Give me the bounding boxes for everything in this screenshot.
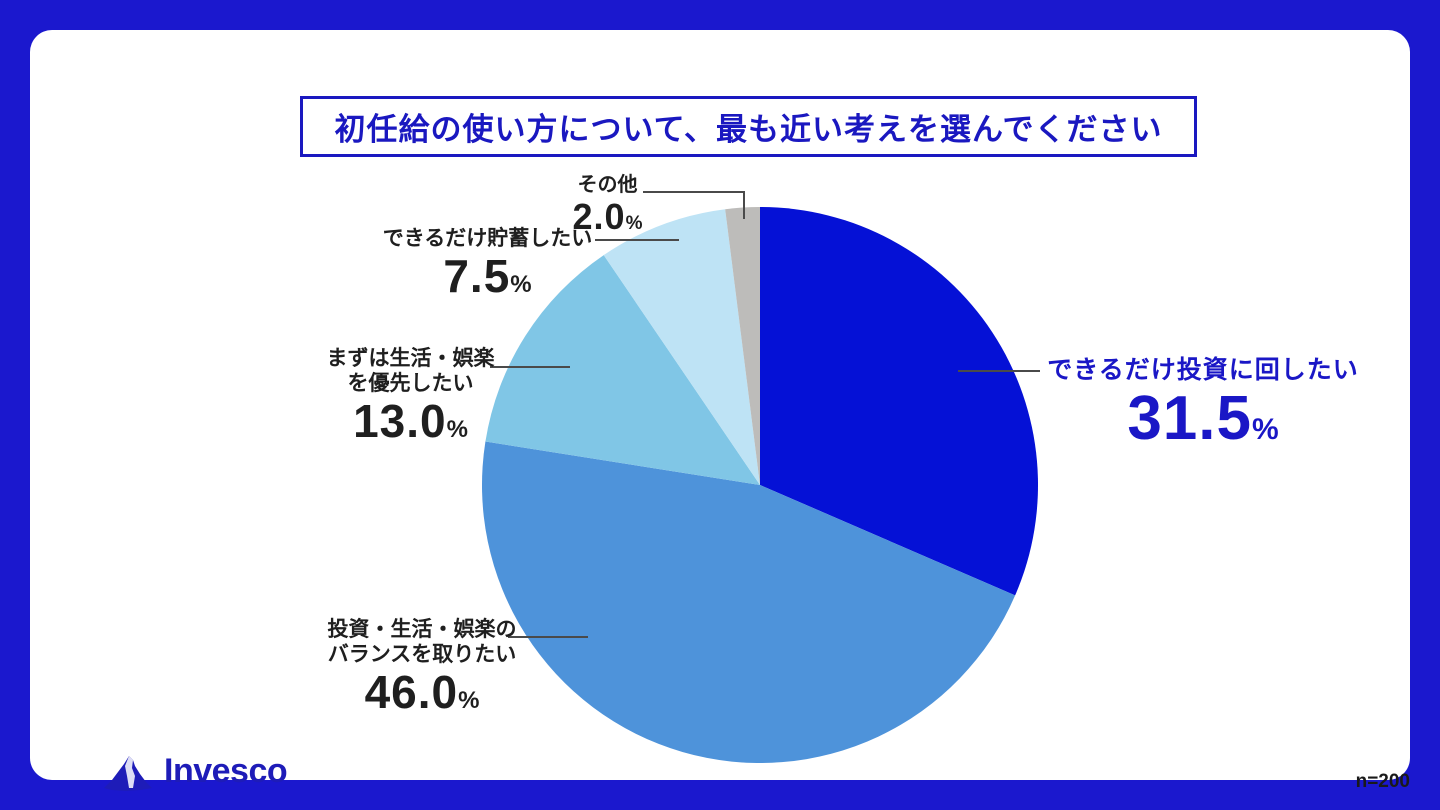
callout-balance-value: 46.0% (313, 665, 531, 718)
callout-balance-label: 投資・生活・娯楽の バランスを取りたい (327, 618, 517, 666)
callout-invest: できるだけ投資に回したい 31.5% (1044, 356, 1362, 451)
leader-line-save (595, 239, 679, 241)
callout-invest-unit: % (1251, 412, 1279, 446)
chart-title: 初任給の使い方について、最も近い考えを選んでください (334, 112, 1163, 147)
callout-save-label: できるだけ貯蓄したい (382, 227, 593, 250)
leader-line-life (490, 366, 570, 368)
callout-save-value: 7.5% (375, 252, 600, 300)
callout-life-label: まずは生活・娯楽 を優先したい (326, 347, 495, 395)
callout-life: まずは生活・娯楽 を優先したい 13.0% (308, 347, 513, 445)
pie-slice-3 (603, 209, 760, 485)
callout-balance-unit: % (458, 686, 480, 714)
pie-slice-0 (760, 207, 1039, 596)
callout-other-value: 2.0% (535, 195, 680, 237)
callout-life-number: 13.0 (353, 394, 447, 447)
leader-line-other-vertical (743, 191, 745, 219)
callout-life-unit: % (446, 415, 468, 443)
pie-slice-2 (485, 255, 760, 485)
callout-other-label: その他 (577, 174, 638, 196)
callout-balance: 投資・生活・娯楽の バランスを取りたい 46.0% (313, 618, 531, 716)
callout-life-value: 13.0% (308, 394, 513, 447)
pie-slice-4 (725, 207, 760, 485)
callout-other-unit: % (625, 212, 643, 234)
invesco-wordmark: Invesco (164, 751, 288, 790)
leader-line-other-horizontal (643, 191, 745, 193)
callout-invest-label: できるだけ投資に回したい (1047, 356, 1359, 384)
pie-chart (470, 195, 1050, 775)
callout-other: その他 2.0% (535, 174, 680, 235)
callout-invest-number: 31.5 (1127, 383, 1252, 453)
callout-balance-number: 46.0 (364, 665, 459, 718)
invesco-logo: Invesco (102, 750, 288, 792)
invesco-mountain-icon (104, 756, 152, 791)
leader-line-balance (508, 636, 588, 638)
callout-other-number: 2.0 (572, 195, 626, 237)
leader-line-invest (958, 370, 1040, 372)
callout-invest-value: 31.5% (1044, 383, 1362, 453)
chart-title-box: 初任給の使い方について、最も近い考えを選んでください (300, 96, 1197, 157)
callout-save-number: 7.5 (443, 249, 511, 302)
content-card: 初任給の使い方について、最も近い考えを選んでください できるだけ投資に回したい … (30, 30, 1410, 792)
callout-save: できるだけ貯蓄したい 7.5% (375, 227, 600, 300)
sample-size-note: n=200 (1355, 771, 1410, 792)
pie-slice-1 (481, 441, 1016, 764)
callout-save-unit: % (510, 270, 532, 298)
pie-chart-svg (481, 207, 1039, 764)
